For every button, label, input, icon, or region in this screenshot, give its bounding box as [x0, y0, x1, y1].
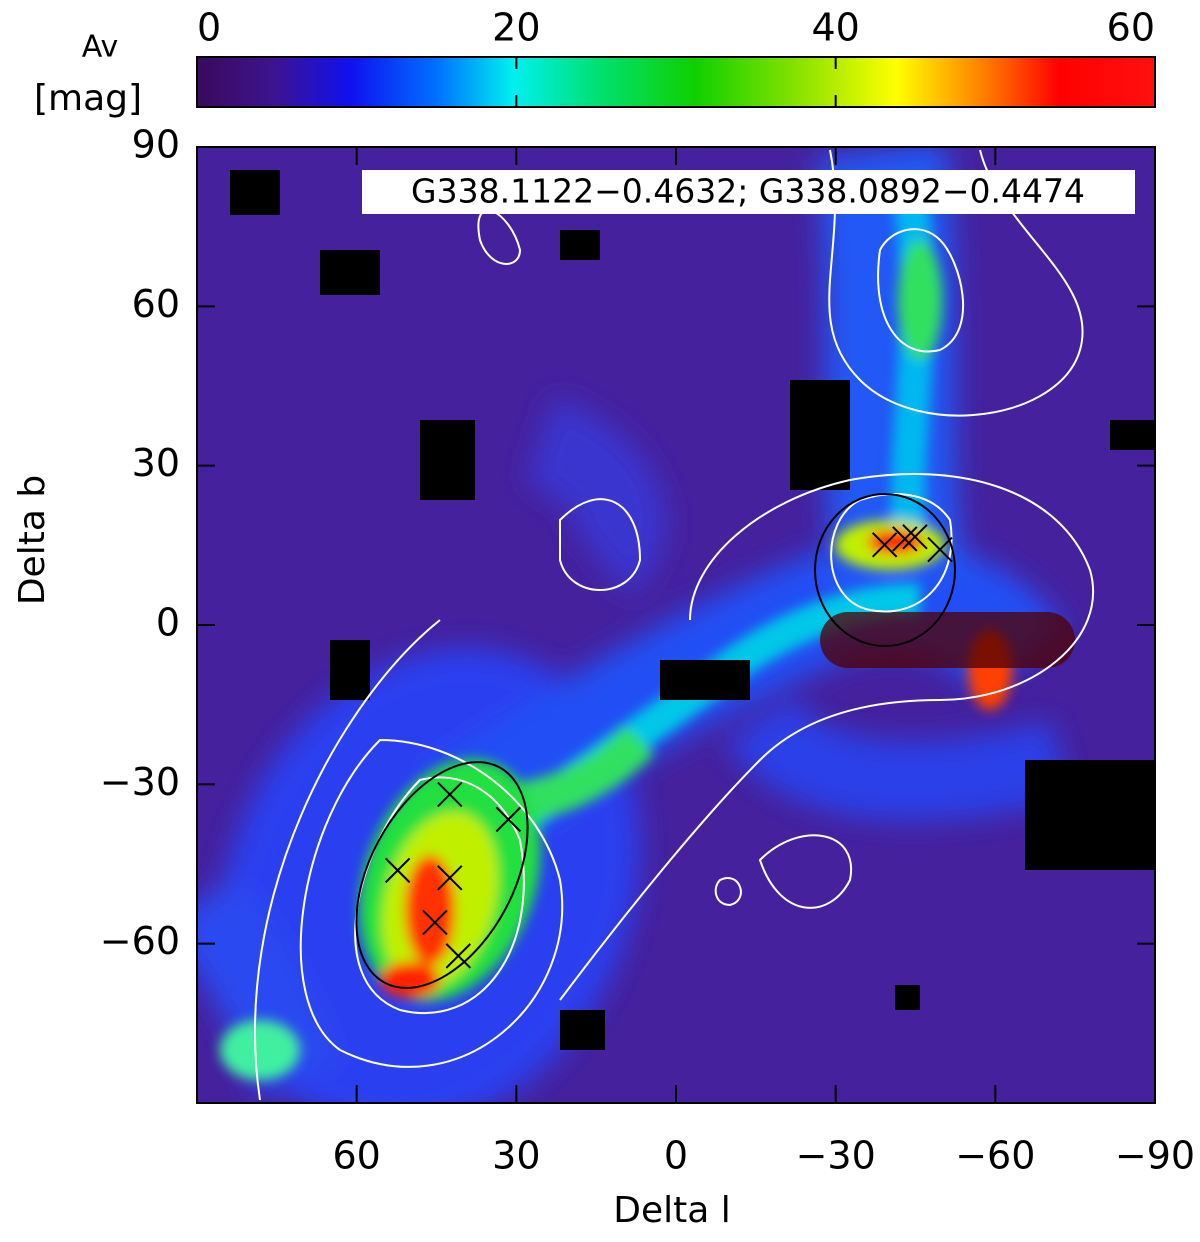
- colorbar-tick-label: 60: [1107, 6, 1155, 50]
- cross-marker: [445, 943, 472, 969]
- x-tick-label: 60: [332, 1134, 380, 1178]
- y-tick-label: 90: [132, 123, 180, 167]
- colorbar-unit: [mag]: [34, 78, 142, 119]
- cross-marker: [871, 532, 898, 558]
- y-axis-label: Delta b: [12, 475, 53, 605]
- map-image: [197, 147, 1155, 1103]
- colorbar-tick-label: 40: [811, 6, 859, 50]
- cross-marker: [495, 806, 522, 833]
- y-tick-label: 60: [132, 282, 180, 326]
- cross-marker: [422, 909, 448, 936]
- x-axis-label: Delta l: [613, 1190, 731, 1231]
- x-tick-label: −30: [796, 1134, 876, 1178]
- x-tick-label: 30: [492, 1134, 540, 1178]
- cross-marker: [902, 524, 928, 550]
- cross-marker: [892, 526, 918, 552]
- y-tick-label: 0: [156, 601, 180, 645]
- y-tick-label: −30: [100, 760, 180, 804]
- x-tick-label: 0: [664, 1134, 688, 1178]
- title-box: [362, 170, 1135, 214]
- colorbar-label: Av: [82, 30, 119, 65]
- colorbar: [196, 56, 1156, 108]
- x-tick-label: −60: [955, 1134, 1035, 1178]
- chart-title: G338.1122−0.4632; G338.0892−0.4474: [411, 172, 1085, 211]
- colorbar-tick-label: 0: [197, 6, 221, 50]
- cross-marker: [437, 865, 463, 891]
- cross-marker: [384, 857, 411, 884]
- colorbar-tick-label: 20: [492, 6, 540, 50]
- cross-marker: [927, 536, 953, 563]
- y-tick-label: 30: [132, 441, 180, 485]
- x-tick-label: −90: [1115, 1134, 1195, 1178]
- y-tick-label: −60: [100, 919, 180, 963]
- cross-marker: [437, 781, 463, 808]
